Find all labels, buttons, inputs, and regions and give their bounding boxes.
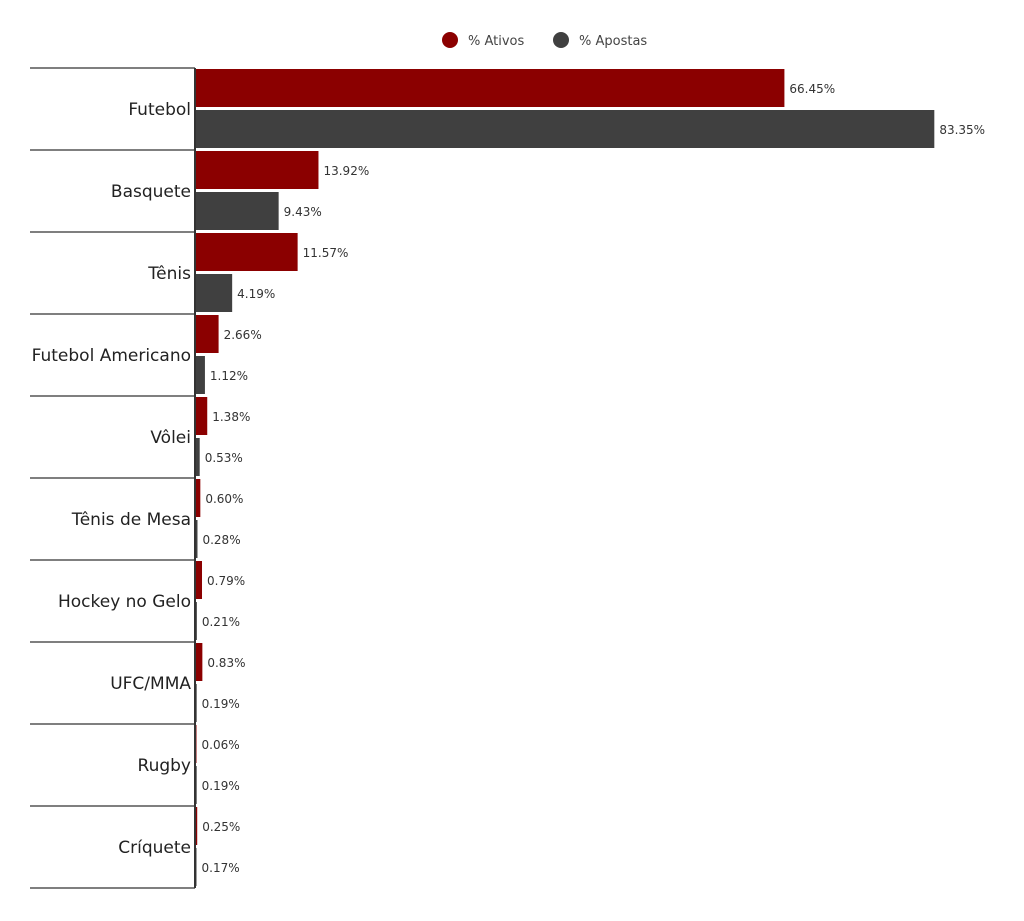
value-label: 0.60% [205,492,243,506]
bar-ativos [195,69,785,107]
bar-ativos [195,151,319,189]
category-label: Futebol Americano [32,346,191,366]
bar-apostas [195,438,200,476]
category-label: Vôlei [150,428,191,448]
value-label: 0.79% [207,574,245,588]
bar-ativos [195,643,203,681]
category-label: Tênis [147,264,191,284]
bar-apostas [195,356,205,394]
value-label: 0.25% [202,820,240,834]
bars [195,69,935,886]
category-label: Basquete [111,182,191,202]
bar-ativos [195,807,198,845]
category-label: UFC/MMA [110,674,191,694]
legend-swatch-1 [553,32,569,48]
category-label: Rugby [138,756,191,776]
value-label: 0.19% [202,779,240,793]
category-labels: Futebol Basquete Tênis Futebol Americano Vôl… [32,100,192,858]
category-label: Críquete [118,838,191,858]
value-labels: 66.45% 83.35% 13.92% 9.43% 11.57% 4.19% 2.66% 1… [202,82,986,875]
value-label: 4.19% [237,287,275,301]
value-label: 0.06% [202,738,240,752]
value-label: 0.21% [202,615,240,629]
value-label: 9.43% [284,205,322,219]
category-label: Futebol [128,100,191,120]
bar-ativos [195,397,208,435]
category-label: Tênis de Mesa [71,510,191,530]
value-label: 13.92% [323,164,369,178]
value-label: 83.35% [939,123,985,137]
bar-ativos [195,233,298,271]
bar-apostas [195,192,279,230]
category-label: Hockey no Gelo [58,592,191,612]
legend-swatch-0 [442,32,458,48]
value-label: 0.53% [205,451,243,465]
value-label: 0.19% [202,697,240,711]
bar-apostas [195,110,935,148]
value-label: 1.38% [212,410,250,424]
legend-label-0: % Ativos [468,34,525,49]
bar-ativos [195,479,201,517]
value-label: 1.12% [210,369,248,383]
bar-ativos [195,315,219,353]
value-label: 66.45% [789,82,835,96]
bar-ativos [195,561,203,599]
bar-apostas [195,520,198,558]
legend-label-1: % Apostas [579,34,647,49]
value-label: 0.17% [202,861,240,875]
legend: % Ativos % Apostas [442,32,647,49]
value-label: 2.66% [224,328,262,342]
bar-apostas [195,274,233,312]
value-label: 0.28% [202,533,240,547]
category-separators [30,67,195,889]
value-label: 11.57% [303,246,349,260]
value-label: 0.83% [207,656,245,670]
